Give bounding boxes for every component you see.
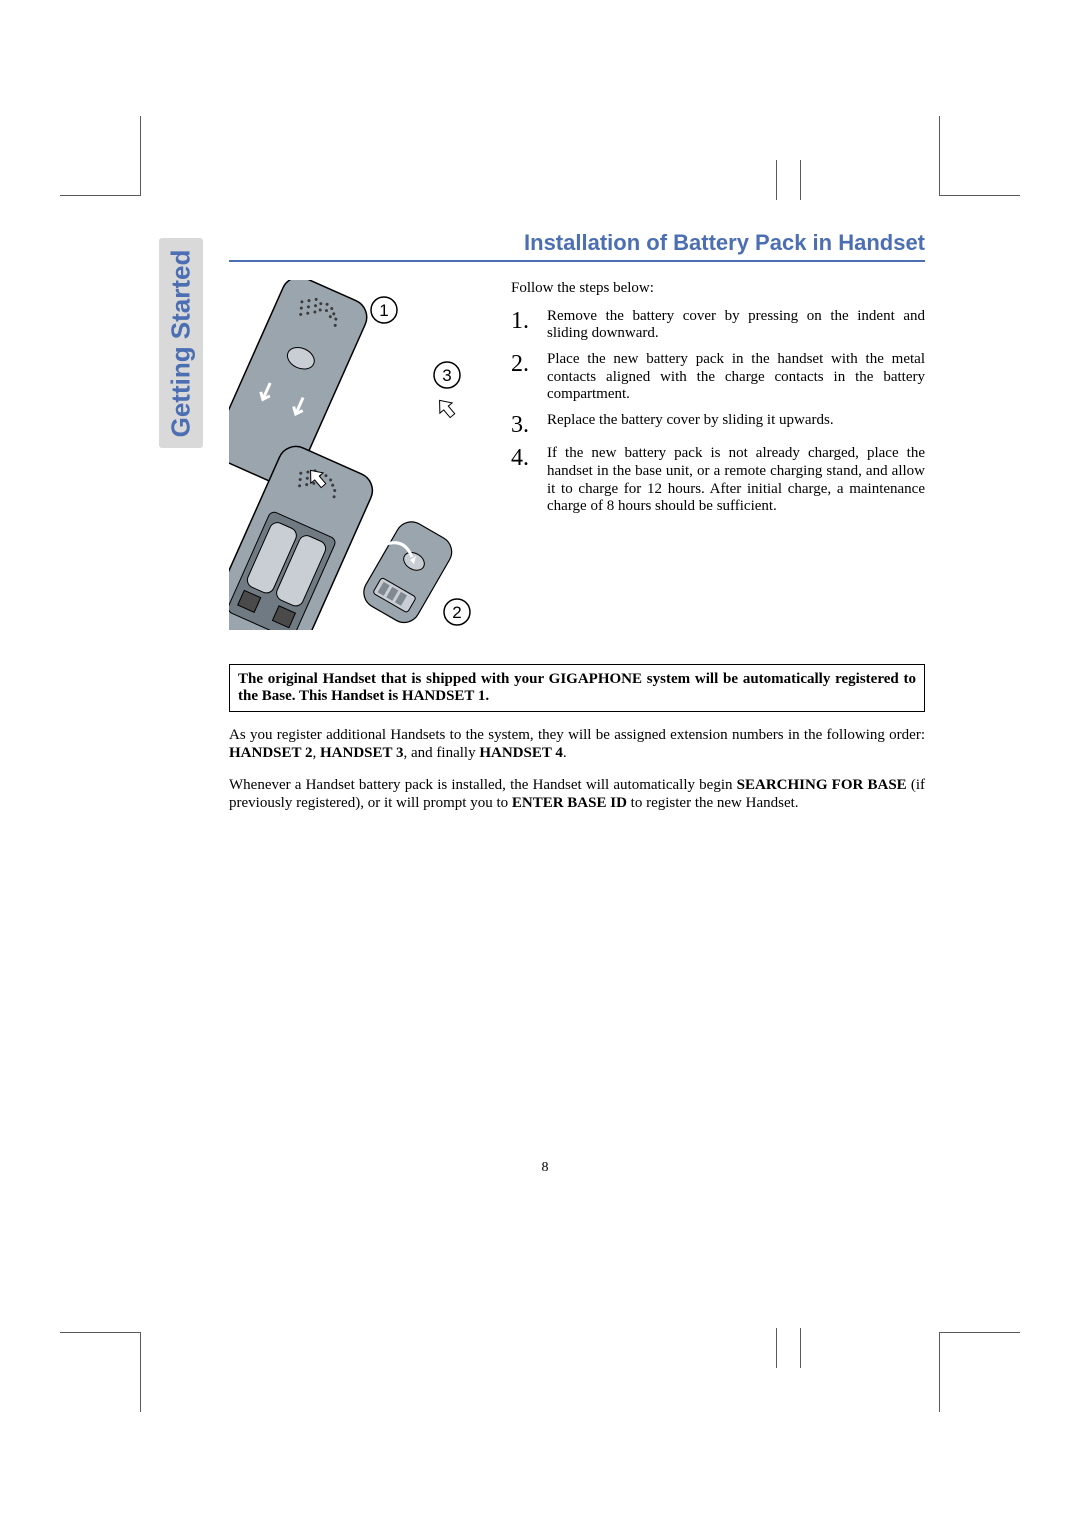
crop-mark <box>800 160 801 200</box>
step-number: 4. <box>511 445 547 470</box>
paragraph-handset-order: As you register additional Handsets to t… <box>229 726 925 762</box>
crop-mark <box>776 1328 777 1368</box>
lead-text: Follow the steps below: <box>511 280 925 298</box>
step-text: Replace the battery cover by sliding it … <box>547 412 925 430</box>
section-tab-label: Getting Started <box>166 249 197 437</box>
callout-3-label: 3 <box>442 366 451 385</box>
page-content: Getting Started Installation of Battery … <box>165 230 925 812</box>
note-box: The original Handset that is shipped wit… <box>229 664 925 712</box>
step-2: 2. Place the new battery pack in the han… <box>511 351 925 404</box>
crop-mark <box>60 1332 140 1333</box>
step-number: 3. <box>511 412 547 437</box>
title-rule <box>229 260 925 262</box>
crop-mark <box>939 116 940 196</box>
crop-mark <box>140 116 141 196</box>
crop-mark <box>60 195 140 196</box>
step-number: 1. <box>511 308 547 333</box>
crop-mark <box>800 1328 801 1368</box>
crop-mark <box>140 1332 141 1412</box>
step-1: 1. Remove the battery cover by pressing … <box>511 308 925 343</box>
page-title: Installation of Battery Pack in Handset <box>365 230 925 256</box>
page-number: 8 <box>165 1160 925 1176</box>
step-4: 4. If the new battery pack is not alread… <box>511 445 925 516</box>
step-3: 3. Replace the battery cover by sliding … <box>511 412 925 437</box>
crop-mark <box>940 195 1020 196</box>
instructions: Follow the steps below: 1. Remove the ba… <box>489 280 925 524</box>
step-text: Place the new battery pack in the handse… <box>547 351 925 404</box>
section-tab: Getting Started <box>159 238 203 448</box>
crop-mark <box>939 1332 940 1412</box>
handset-figure: 1 3 2 <box>229 280 489 630</box>
callout-2-label: 2 <box>452 603 461 622</box>
crop-mark <box>776 160 777 200</box>
paragraph-searching: Whenever a Handset battery pack is insta… <box>229 776 925 812</box>
step-text: Remove the battery cover by pressing on … <box>547 308 925 343</box>
step-text: If the new battery pack is not already c… <box>547 445 925 516</box>
crop-mark <box>940 1332 1020 1333</box>
step-number: 2. <box>511 351 547 376</box>
callout-1-label: 1 <box>379 301 388 320</box>
